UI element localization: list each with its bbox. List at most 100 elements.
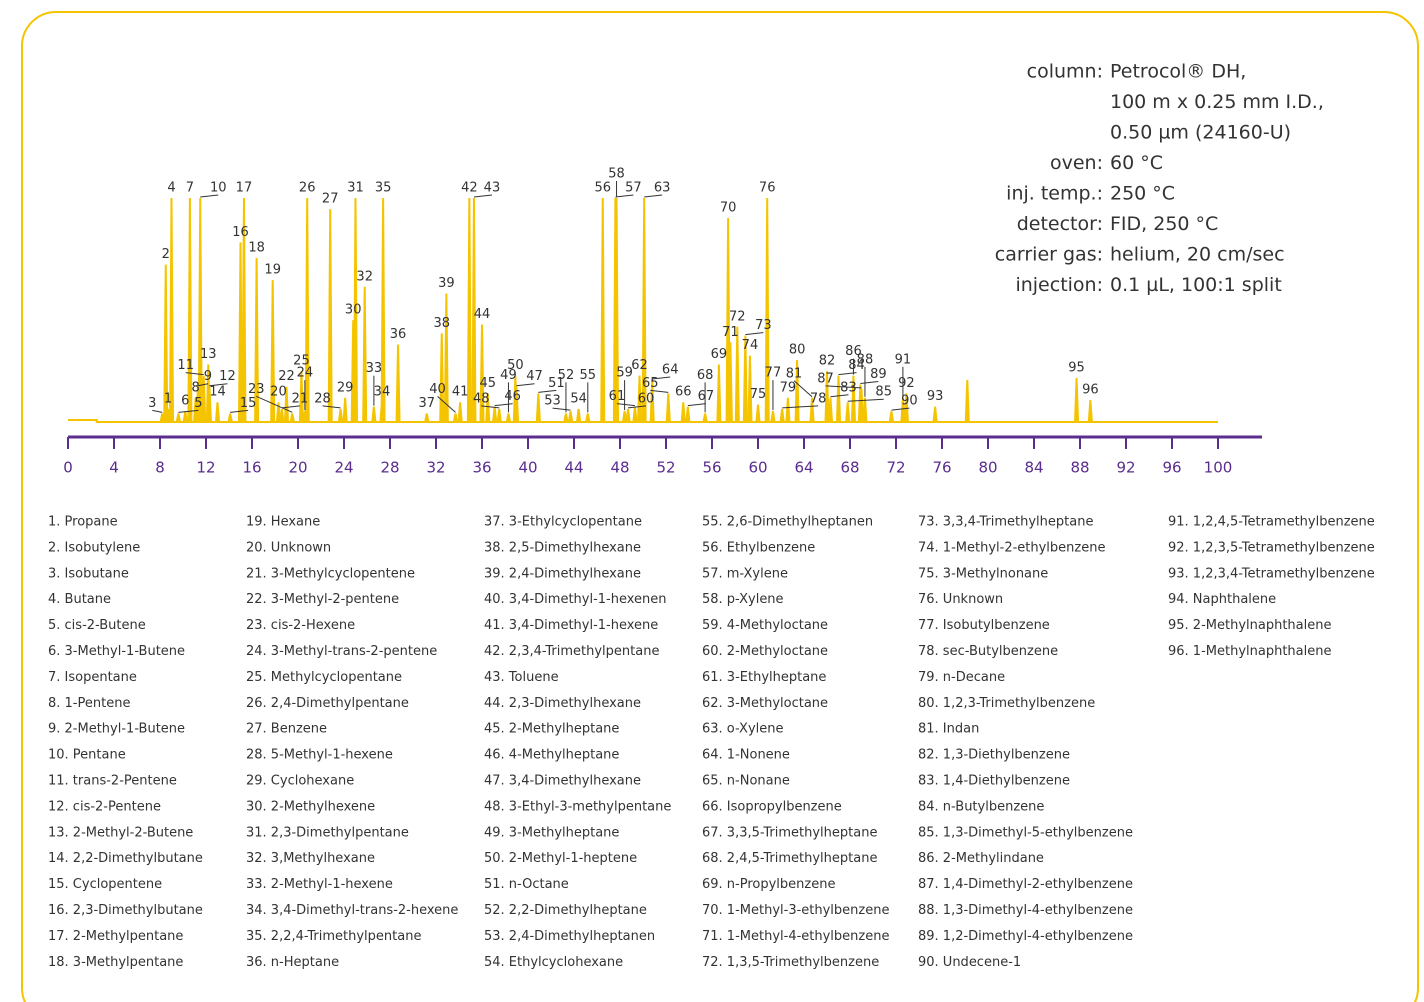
peak-label: 25 (293, 354, 310, 369)
peak-label: 55 (580, 368, 597, 383)
peak-label: 47 (526, 369, 543, 384)
peak-label: 69 (711, 347, 728, 362)
legend-entry: 23. cis-2-Hexene (246, 618, 355, 633)
peak (254, 257, 260, 421)
leader-line (615, 194, 634, 198)
legend-entry: 82. 1,3-Diethylbenzene (918, 748, 1070, 763)
peak (466, 198, 472, 421)
legend-entry: 64. 1-Nonene (702, 748, 790, 763)
peak-label: 78 (810, 391, 827, 406)
legend-entry: 36. n-Heptane (246, 955, 339, 970)
legend-entry: 80. 1,2,3-Trimethylbenzene (918, 696, 1095, 711)
x-tick-label: 0 (63, 459, 73, 477)
peak (187, 198, 193, 421)
legend-entry: 94. Naphthalene (1168, 592, 1276, 607)
peak-label: 27 (322, 192, 339, 207)
peak-label: 64 (662, 363, 679, 378)
legend-entry: 42. 2,3,4-Trimethylpentane (484, 644, 659, 659)
leader-line (481, 405, 500, 409)
peak-label: 44 (474, 307, 491, 322)
legend-entry: 87. 1,4-Dimethyl-2-ethylbenzene (918, 877, 1133, 892)
legend-entry: 15. Cyclopentene (48, 877, 162, 892)
legend-entry: 22. 3-Methyl-2-pentene (246, 592, 399, 607)
peak-label: 70 (720, 200, 737, 215)
legend-entry: 76. Unknown (918, 592, 1003, 607)
peak-label: 73 (755, 318, 772, 333)
legend-entry: 14. 2,2-Dimethylbutane (48, 851, 203, 866)
peak-label: 81 (786, 366, 803, 381)
peak-label: 68 (697, 368, 714, 383)
legend-entry: 75. 3-Methylnonane (918, 566, 1048, 581)
peak (785, 397, 791, 421)
peak-label: 57 (625, 181, 642, 196)
legend-entry: 12. cis-2-Pentene (48, 799, 161, 814)
leader-line (281, 405, 300, 409)
legend-entry: 47. 3,4-Dimethylhexane (484, 774, 641, 789)
peak-label: 4 (167, 181, 175, 196)
legend-entry: 54. Ethylcyclohexane (484, 955, 623, 970)
legend-entry: 18. 3-Methylpentane (48, 955, 183, 970)
peak (284, 386, 289, 421)
legend-entry: 9. 2-Methyl-1-Butene (48, 722, 185, 737)
peak-label: 8 (192, 380, 200, 395)
peak (827, 397, 833, 421)
legend-entry: 79. n-Decane (918, 670, 1005, 685)
peak (600, 198, 606, 421)
peak-label: 24 (297, 366, 314, 381)
peak-label: 93 (927, 389, 944, 404)
peak (764, 198, 770, 421)
legend-entry: 34. 3,4-Dimethyl-trans-2-hexene (246, 903, 458, 918)
legend-entry: 13. 2-Methyl-2-Butene (48, 825, 193, 840)
peak-label: 32 (356, 269, 373, 284)
peak (496, 408, 502, 421)
peak (742, 335, 748, 421)
legend-entry: 45. 2-Methylheptane (484, 722, 619, 737)
legend-entry: 30. 2-Methylhexene (246, 799, 375, 814)
peak-label: 40 (429, 382, 446, 397)
peak-label: 43 (484, 181, 501, 196)
legend-entry: 61. 3-Ethylheptane (702, 670, 826, 685)
peak-label: 59 (616, 366, 633, 381)
condition-value: 60 °C (1110, 152, 1163, 174)
peak-label: 54 (570, 391, 587, 406)
peak (622, 411, 628, 421)
leader-line (830, 394, 849, 398)
peak-label: 48 (473, 391, 490, 406)
leader-line (891, 407, 910, 411)
peak-label: 18 (248, 240, 265, 255)
peak (632, 406, 638, 421)
peak (457, 402, 463, 421)
legend-entry: 83. 1,4-Diethylbenzene (918, 774, 1070, 789)
peak-label: 11 (177, 358, 194, 373)
peak-label: 71 (722, 325, 739, 340)
peak-label: 33 (366, 361, 383, 376)
x-tick-label: 56 (702, 459, 721, 477)
leader-line (538, 389, 557, 393)
peak-label: 83 (840, 380, 857, 395)
legend-entry: 28. 5-Methyl-1-hexene (246, 748, 393, 763)
legend-entry: 11. trans-2-Pentene (48, 774, 177, 789)
leader-line (627, 405, 647, 409)
legend-entry: 10. Pentane (48, 748, 126, 763)
legend-entry: 26. 2,4-Dimethylpentane (246, 696, 409, 711)
peak (903, 393, 909, 421)
x-tick-label: 12 (196, 459, 215, 477)
peak (371, 406, 377, 421)
legend-entry: 92. 1,2,3,5-Tetramethylbenzene (1168, 540, 1375, 555)
leader-line (230, 409, 249, 413)
legend-entry: 96. 1-Methylnaphthalene (1168, 644, 1331, 659)
legend-entry: 55. 2,6-Dimethylheptanen (702, 515, 873, 530)
condition-key: oven: (1050, 152, 1103, 174)
peak (380, 198, 386, 421)
peak-label: 86 (845, 344, 862, 359)
peak (197, 198, 203, 421)
x-tick-label: 40 (518, 459, 537, 477)
peak-label: 65 (642, 376, 659, 391)
legend-entry: 69. n-Propylbenzene (702, 877, 835, 892)
peak-label: 87 (817, 371, 834, 386)
peak (304, 198, 310, 421)
x-tick-label: 84 (1024, 459, 1043, 477)
legend-entry: 31. 2,3-Dimethylpentane (246, 825, 409, 840)
peak (824, 371, 830, 421)
